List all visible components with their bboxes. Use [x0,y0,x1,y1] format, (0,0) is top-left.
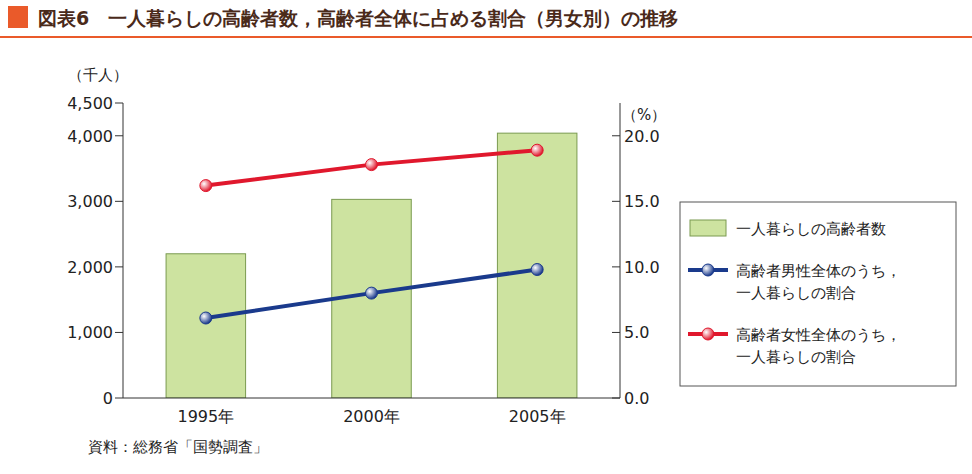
x-axis-line [123,398,620,399]
y-tick [115,201,123,202]
title-rule [0,36,972,38]
y2-axis-label: （%） [622,106,666,124]
legend-label-line: 高齢者女性全体のうち， [736,326,901,344]
x-tick-label: 2005年 [509,407,566,426]
legend-label-line: 高齢者男性全体のうち， [736,262,901,280]
marker [531,144,543,156]
bar [166,254,246,398]
y-tick [115,135,123,136]
y2-tick-label: 15.0 [624,192,660,211]
y-tick-label: 1,000 [67,323,113,342]
y-axis-label: （千人） [68,66,128,84]
y2-tick-label: 5.0 [624,323,649,342]
x-tick-label: 2000年 [343,407,400,426]
title-marker [8,6,28,28]
title: 図表6 一人暮らしの高齢者数，高齢者全体に占める割合（男女別）の推移 [38,7,678,29]
y-axis-line [123,103,124,398]
y-tick-label: 0 [103,389,113,408]
chart: 図表6 一人暮らしの高齢者数，高齢者全体に占める割合（男女別）の推移 0 1,000… [0,0,972,474]
legend-label: 一人暮らしの高齢者数 [736,220,886,238]
line [206,270,537,319]
legend-label: 高齢者男性全体のうち， 一人暮らしの割合 [736,262,901,302]
y2-tick [612,398,620,399]
y2-tick [612,266,620,267]
bar [497,133,577,398]
y-tick-label: 4,500 [67,94,113,113]
y2-tick [612,201,620,202]
y-tick [115,398,123,399]
x-tick-label: 1995年 [177,407,234,426]
marker [366,287,378,299]
y-tick [115,103,123,104]
legend-box [680,202,956,386]
y2-axis-line [620,103,621,398]
y2-tick-label: 0.0 [624,389,649,408]
legend-swatch [690,220,726,236]
y-tick-label: 4,000 [67,127,113,146]
annotation: 資料：総務省「国勢調査」 [88,438,268,456]
y-tick [115,266,123,267]
y2-tick [612,332,620,333]
line [206,150,537,185]
legend-marker [702,328,714,340]
y2-tick-label: 20.0 [624,127,660,146]
marker [366,159,378,171]
marker [200,312,212,324]
legend-label-line: 一人暮らしの割合 [736,284,856,302]
legend-label-line: 一人暮らしの割合 [736,348,856,366]
y-tick [115,332,123,333]
marker [200,180,212,192]
marker [531,264,543,276]
legend: 一人暮らしの高齢者数高齢者男性全体のうち，一人暮らしの割合高齢者女性全体のうち，… [680,202,956,386]
y2-tick [612,135,620,136]
y-tick-label: 3,000 [67,192,113,211]
y2-tick-label: 10.0 [624,258,660,277]
y-tick-label: 2,000 [67,258,113,277]
legend-marker [702,264,714,276]
legend-label: 高齢者女性全体のうち， 一人暮らしの割合 [736,326,901,366]
marks [166,133,577,398]
